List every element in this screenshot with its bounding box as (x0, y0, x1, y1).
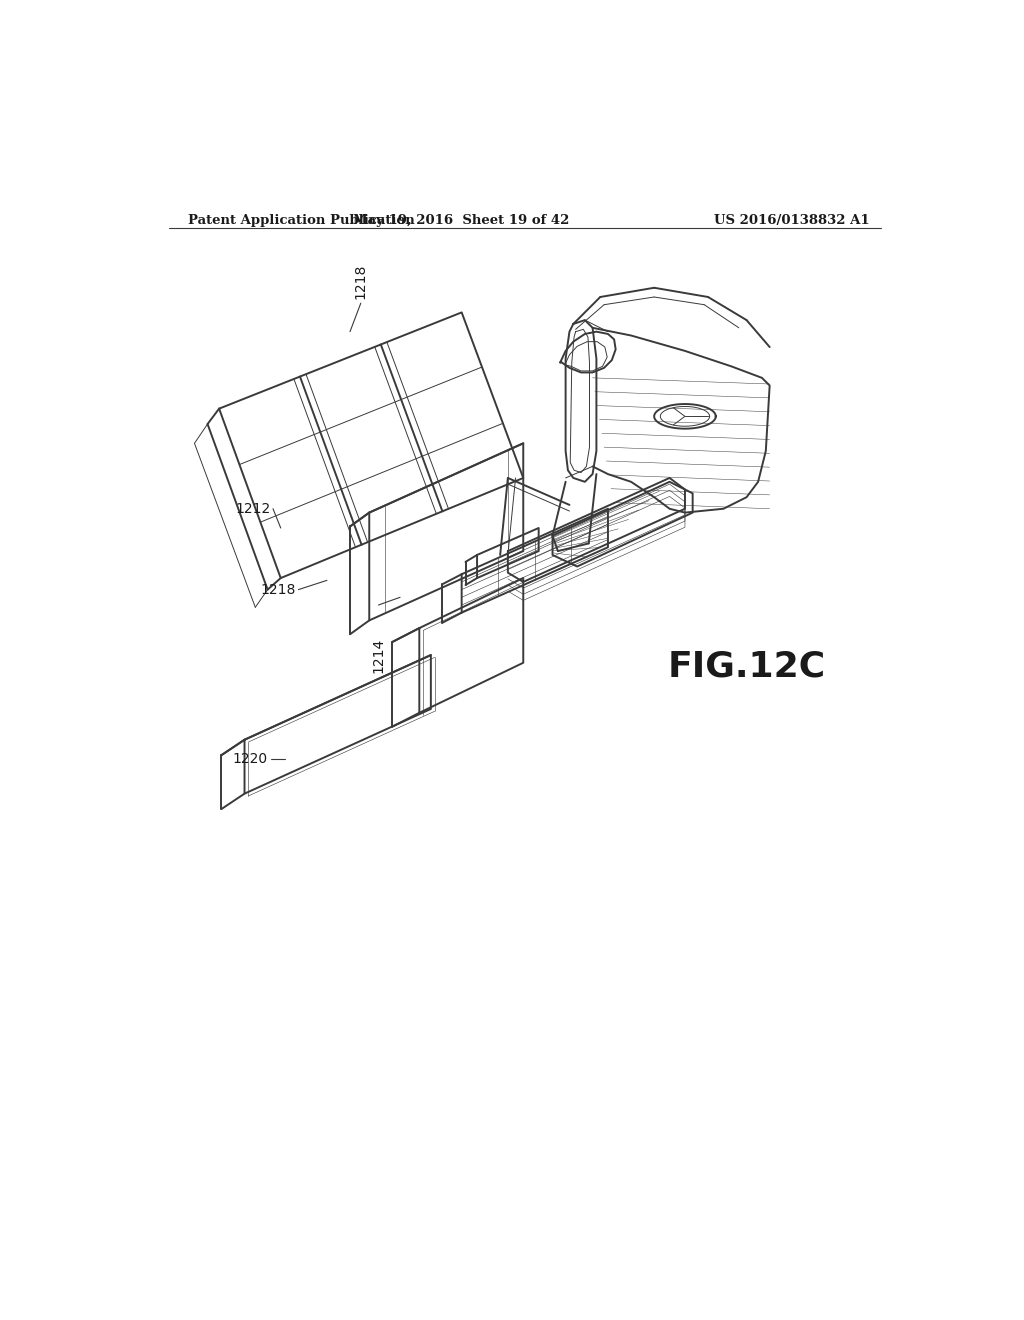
Text: US 2016/0138832 A1: US 2016/0138832 A1 (714, 214, 869, 227)
Text: 1214: 1214 (372, 638, 385, 673)
Text: Patent Application Publication: Patent Application Publication (188, 214, 415, 227)
Text: 1218: 1218 (353, 264, 368, 300)
Text: 1212: 1212 (236, 502, 270, 516)
Text: 1218: 1218 (261, 582, 296, 597)
Text: May 19, 2016  Sheet 19 of 42: May 19, 2016 Sheet 19 of 42 (353, 214, 569, 227)
Text: 1220: 1220 (232, 752, 267, 766)
Text: FIG.12C: FIG.12C (668, 649, 825, 684)
